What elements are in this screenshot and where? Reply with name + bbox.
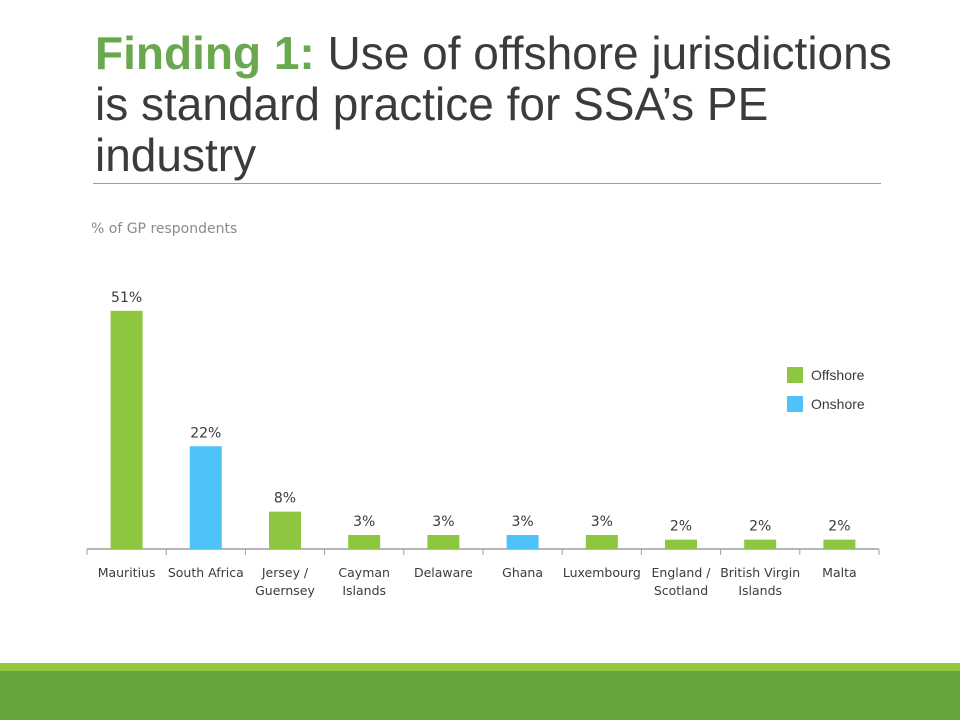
bar: [823, 539, 856, 549]
bar: [744, 539, 777, 549]
bar-chart: 51% Mauritius 22% South Africa 8% Jersey / Gue…: [86, 290, 880, 598]
x-tick-label: Luxembourg: [563, 565, 641, 580]
x-tick-label: Cayman Islands: [338, 565, 390, 598]
legend-item-onshore: Onshore: [787, 389, 865, 418]
title-accent: Finding 1:: [95, 27, 315, 79]
legend-item-offshore: Offshore: [787, 360, 865, 389]
bar-value-label: 2%: [670, 519, 692, 535]
title-divider: [93, 183, 881, 184]
x-tick-label: England / Scotland: [652, 565, 712, 598]
title-text: Use of offshore jurisdictions is standar…: [95, 27, 892, 181]
bar-value-label: 51%: [111, 290, 142, 306]
bar: [269, 511, 301, 549]
bar-value-label: 3%: [511, 514, 533, 530]
bar-value-label: 3%: [432, 514, 454, 530]
bar-value-label: 3%: [353, 514, 375, 530]
bar: [189, 446, 222, 549]
bar-value-label: 8%: [274, 491, 296, 507]
footer-band-accent: [0, 663, 960, 671]
bar: [427, 534, 460, 549]
legend-label-onshore: Onshore: [811, 395, 865, 412]
bar: [506, 534, 539, 549]
bar: [110, 310, 143, 549]
legend-label-offshore: Offshore: [811, 366, 865, 383]
legend-swatch-onshore: [787, 395, 803, 412]
y-axis-label: % of GP respondents: [91, 221, 238, 237]
x-tick-label: Ghana: [502, 565, 543, 580]
x-tick-label: Delaware: [414, 565, 473, 580]
bar-value-label: 3%: [591, 514, 613, 530]
slide-title: Finding 1: Use of offshore jurisdictions…: [95, 28, 895, 181]
bar: [665, 539, 697, 549]
x-tick-label: South Africa: [168, 565, 244, 580]
bar-value-label: 2%: [749, 519, 771, 535]
x-tick-label: Malta: [822, 565, 856, 580]
x-tick-label: British Virgin Islands: [720, 565, 800, 598]
bar: [585, 534, 618, 549]
chart-legend: Offshore Onshore: [787, 360, 865, 418]
bar: [348, 534, 381, 549]
legend-swatch-offshore: [787, 366, 803, 383]
x-tick-label: Mauritius: [98, 565, 156, 580]
bar-value-label: 2%: [828, 519, 850, 535]
x-tick-label: Jersey / Guernsey: [255, 565, 315, 598]
footer-band: [0, 671, 960, 720]
bar-value-label: 22%: [190, 425, 221, 441]
